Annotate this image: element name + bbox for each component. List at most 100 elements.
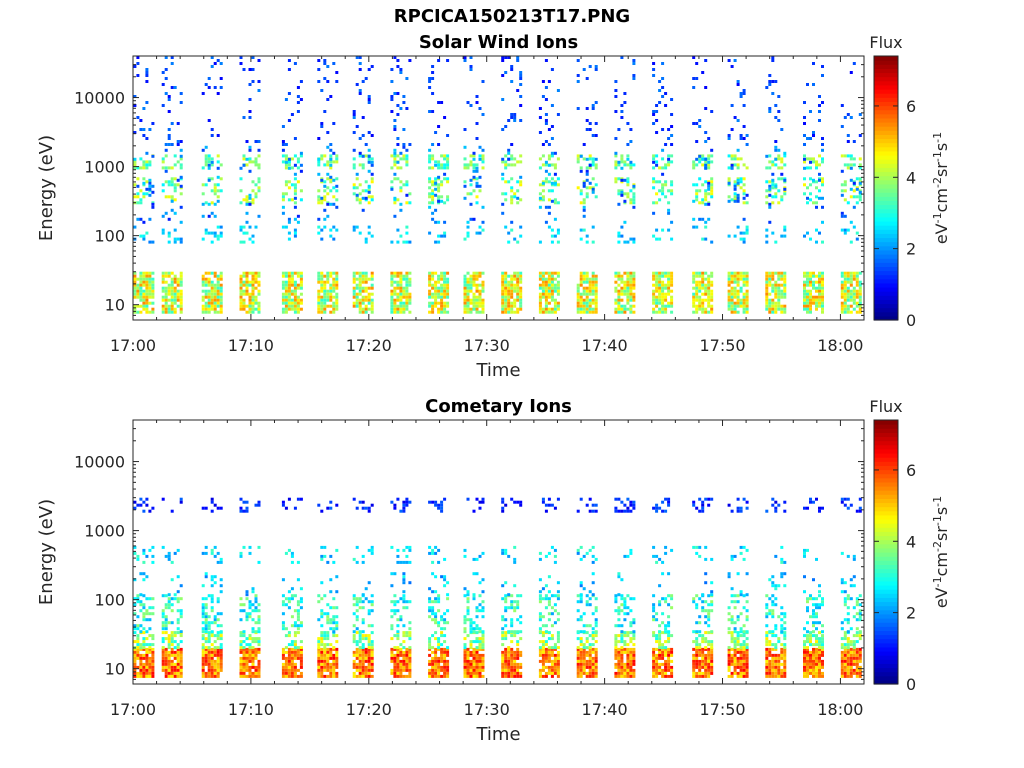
flux-cell [504, 292, 508, 296]
flux-cell [815, 286, 818, 290]
flux-cell [434, 662, 438, 666]
flux-cell [519, 280, 523, 284]
flux-cell [742, 307, 746, 311]
flux-cell [544, 122, 548, 125]
flux-cell [207, 640, 211, 644]
flux-cell [242, 650, 246, 654]
flux-cell [475, 662, 479, 666]
flux-cell [513, 656, 517, 660]
flux-cell [367, 668, 371, 672]
flux-cell [614, 177, 618, 181]
flux-cell [355, 674, 359, 678]
flux-cell [176, 643, 180, 647]
flux-cell [849, 163, 853, 167]
flux-cell [553, 172, 557, 176]
flux-cell [210, 659, 214, 663]
flux-cell [164, 594, 168, 598]
flux-cell [408, 192, 412, 196]
flux-cell [145, 160, 149, 164]
flux-cell [670, 220, 674, 224]
flux-cell [446, 195, 450, 199]
flux-cell [136, 624, 140, 628]
flux-cell [463, 56, 467, 59]
flux-cell [242, 665, 246, 669]
flux-cell [370, 180, 374, 184]
flux-cell [210, 584, 214, 588]
flux-cell [210, 160, 214, 164]
flux-cell [210, 600, 214, 604]
flux-cell [355, 665, 359, 669]
flux-cell [806, 304, 809, 308]
flux-cell [239, 189, 243, 193]
flux-cell [550, 199, 554, 203]
flux-cell [818, 283, 821, 287]
flux-cell [254, 225, 258, 229]
flux-cell [142, 163, 146, 167]
flux-cell [281, 500, 285, 504]
flux-cell [290, 615, 294, 619]
y-axis-label: Energy (eV) [36, 135, 57, 241]
flux-cell [516, 271, 520, 275]
flux-cell [661, 148, 665, 152]
flux-cell [855, 280, 859, 284]
flux-cell [335, 301, 339, 305]
flux-cell [136, 665, 140, 669]
flux-cell [170, 671, 174, 675]
flux-cell [774, 116, 778, 119]
flux-cell [783, 151, 787, 155]
flux-cell [843, 198, 847, 202]
flux-cell [405, 650, 409, 654]
flux-cell [219, 506, 223, 510]
flux-cell [846, 286, 850, 290]
flux-cell [431, 668, 435, 672]
flux-cell [284, 283, 288, 287]
flux-cell [730, 157, 734, 161]
flux-cell [326, 662, 330, 666]
flux-cell [329, 148, 333, 152]
flux-cell [161, 295, 165, 299]
flux-cell [405, 183, 409, 187]
flux-cell [821, 280, 824, 284]
flux-cell [617, 202, 621, 206]
colorbar-step [874, 80, 898, 86]
flux-cell [614, 271, 618, 275]
flux-cell [332, 615, 336, 619]
flux-cell [352, 640, 356, 644]
flux-cell [239, 509, 243, 513]
flux-cell [667, 277, 671, 281]
flux-cell [664, 292, 668, 296]
flux-cell [809, 166, 812, 170]
flux-cell [167, 557, 171, 561]
flux-cell [133, 286, 137, 290]
flux-cell [358, 183, 362, 187]
flux-cell [290, 298, 294, 302]
flux-cell [364, 310, 368, 314]
flux-cell [478, 175, 482, 179]
flux-cell [446, 160, 450, 164]
flux-cell [145, 292, 149, 296]
flux-cell [437, 506, 441, 510]
flux-cell [370, 195, 374, 199]
flux-cell [655, 160, 659, 164]
flux-cell [614, 180, 618, 184]
flux-cell [629, 166, 633, 170]
flux-cell [170, 668, 174, 672]
flux-cell [629, 277, 633, 281]
flux-cell [437, 503, 441, 507]
flux-cell [287, 160, 291, 164]
flux-cell [248, 637, 252, 641]
flux-cell [428, 271, 432, 275]
colorbar-step [874, 208, 898, 214]
flux-cell [396, 647, 400, 651]
flux-cell [475, 184, 479, 188]
flux-cell [620, 289, 624, 293]
flux-cell [585, 178, 589, 182]
flux-cell [320, 653, 324, 657]
flux-cell [446, 280, 450, 284]
flux-cell [204, 145, 208, 149]
flux-cell [588, 157, 592, 161]
flux-cell [390, 292, 394, 296]
flux-cell [329, 590, 333, 594]
flux-cell [849, 310, 853, 314]
